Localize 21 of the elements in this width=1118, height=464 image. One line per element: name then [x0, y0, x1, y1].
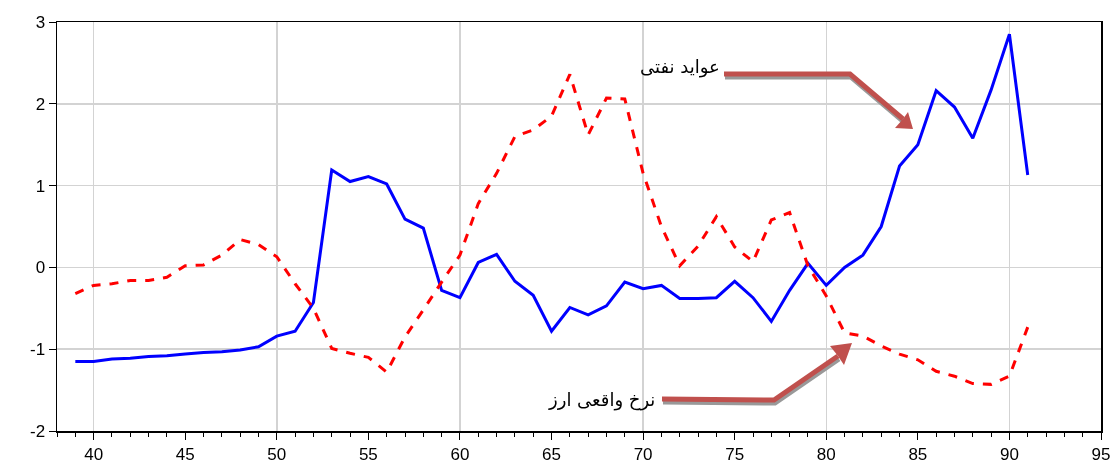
- x-tick-label: 55: [358, 444, 378, 464]
- line-series: [73, 32, 1030, 363]
- y-tick-label: -1: [29, 340, 46, 360]
- x-tick-label: 50: [267, 444, 287, 464]
- x-tick-label: 45: [175, 444, 195, 464]
- y-tick-label: 1: [35, 176, 46, 196]
- y-tick-label: 0: [35, 258, 46, 278]
- x-tick-label: 40: [84, 444, 104, 464]
- x-tick-label: 95: [1091, 444, 1111, 464]
- x-tick-label: 65: [542, 444, 561, 464]
- y-tick-label: -2: [29, 421, 46, 441]
- x-tick-label: 70: [633, 444, 653, 464]
- x-tick-label: 90: [999, 444, 1019, 464]
- x-tick-label: 75: [725, 444, 745, 464]
- x-tick-label: 80: [816, 444, 836, 464]
- annotation: عواید نفتی: [640, 56, 720, 78]
- y-tick-label: 2: [35, 94, 46, 114]
- x-tick-label: 60: [450, 444, 470, 464]
- y-tick-label: 3: [35, 12, 46, 32]
- annotation: نرخ واقعی ارز: [548, 389, 656, 411]
- x-tick-label: 85: [908, 444, 928, 464]
